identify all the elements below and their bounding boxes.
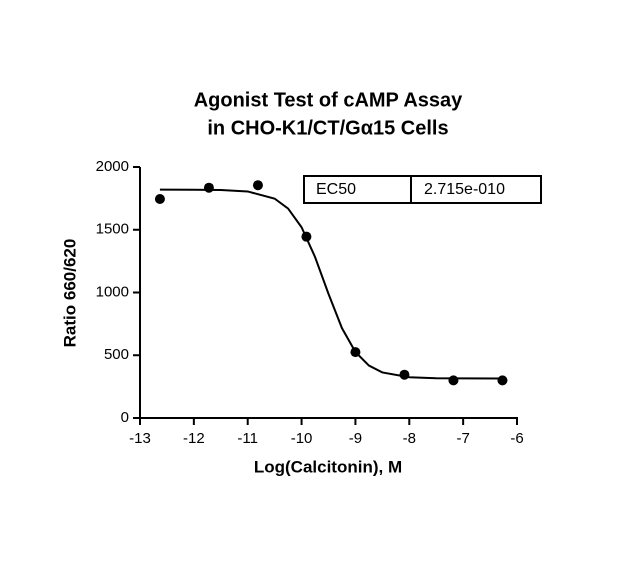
x-tick-label: -10 bbox=[291, 430, 313, 447]
fit-curve bbox=[159, 188, 503, 380]
y-tick-label: 500 bbox=[104, 346, 129, 363]
x-tick-label: -7 bbox=[456, 430, 469, 447]
data-point bbox=[154, 194, 165, 205]
x-tick-label: -11 bbox=[237, 430, 258, 447]
x-axis-label: Log(Calcitonin), M bbox=[254, 457, 402, 476]
y-axis-label: Ratio 660/620 bbox=[60, 239, 79, 348]
y-tick-label: 1000 bbox=[96, 283, 129, 300]
data-point bbox=[497, 375, 508, 386]
x-tick-label: -13 bbox=[129, 430, 151, 447]
data-point bbox=[350, 347, 361, 358]
y-tick-label: 1500 bbox=[96, 221, 129, 238]
data-point bbox=[252, 180, 263, 191]
data-point bbox=[399, 369, 410, 380]
x-tick-label: -12 bbox=[183, 430, 205, 447]
chart-title: Agonist Test of cAMP Assay bbox=[194, 89, 463, 111]
data-point bbox=[301, 231, 312, 242]
x-tick-label: -8 bbox=[403, 430, 416, 447]
chart-title: in CHO-K1/CT/Gα15 Cells bbox=[207, 117, 448, 139]
ec50-label: EC50 bbox=[316, 181, 356, 198]
ec50-box bbox=[303, 175, 542, 204]
data-point bbox=[203, 182, 214, 193]
ec50-value: 2.715e-010 bbox=[424, 181, 505, 198]
y-tick-label: 2000 bbox=[96, 158, 129, 175]
x-tick-label: -9 bbox=[349, 430, 362, 447]
y-tick-label: 0 bbox=[121, 409, 129, 426]
data-point bbox=[448, 375, 459, 386]
x-tick-label: -6 bbox=[510, 430, 523, 447]
